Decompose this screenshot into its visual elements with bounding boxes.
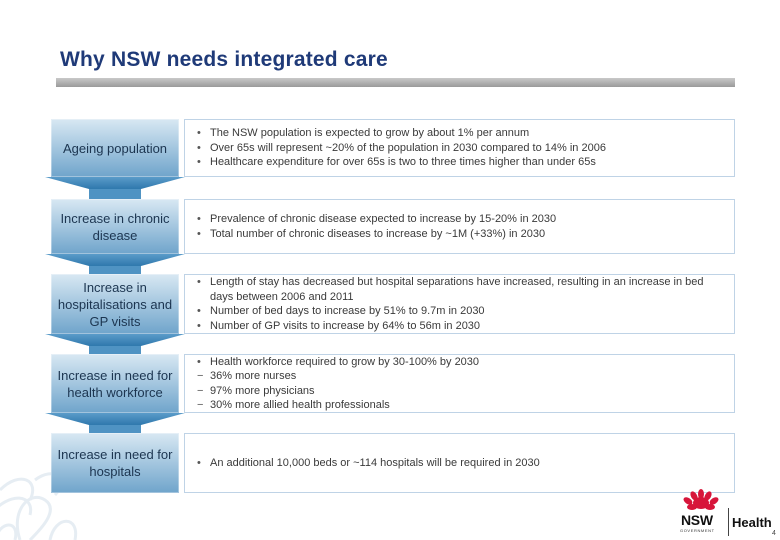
bullet-text: Prevalence of chronic disease expected t…: [210, 213, 557, 225]
label-box-hospitalisations-gp-visits: Increase in hospitalisations and GP visi…: [51, 274, 179, 334]
bullet-item: • Healthcare expenditure for over 65s is …: [197, 155, 726, 170]
bullet-marker: •: [197, 319, 201, 332]
bullet-item: • Total number of chronic diseases to inc…: [197, 227, 726, 242]
detail-box-ageing-population: • The NSW population is expected to grow …: [184, 119, 735, 177]
detail-box-hospitalisations-gp-visits: • Length of stay has decreased but hospit…: [184, 274, 735, 334]
row-label: Increase in need for hospitals: [57, 447, 173, 479]
bullet-marker: •: [197, 127, 201, 140]
bullet-text: Over 65s will represent ~20% of the popu…: [210, 141, 606, 154]
row-label: Increase in chronic disease: [60, 210, 170, 243]
bullet-marker: •: [197, 355, 201, 368]
down-arrow-icon: [45, 254, 185, 276]
nsw-health-logo: NSW GOVERNMENT Health: [672, 488, 780, 540]
detail-box-chronic-disease: • Prevalence of chronic disease expected …: [184, 199, 735, 254]
bullet-item: • Prevalence of chronic disease expected …: [197, 212, 726, 227]
bullet-marker: •: [197, 276, 201, 288]
bullet-item: • Number of bed days to increase by 51% t…: [197, 304, 726, 319]
bullet-item: • An additional 10,000 beds or ~114 hospi…: [197, 456, 726, 471]
bullet-text: Healthcare expenditure for over 65s is t…: [210, 156, 596, 169]
bullet-marker: •: [197, 213, 201, 225]
down-arrow-icon: [45, 177, 185, 199]
label-box-hospitals: Increase in need for hospitals: [51, 433, 179, 493]
bullet-marker: −: [197, 399, 204, 411]
label-box-ageing-population: Ageing population: [51, 119, 179, 177]
bullet-marker: •: [197, 156, 201, 169]
detail-box-health-workforce: • Health workforce required to grow by 30…: [184, 354, 735, 413]
bullet-item: • Health workforce required to grow by 30…: [197, 355, 726, 370]
detail-box-hospitals: • An additional 10,000 beds or ~114 hospi…: [184, 433, 735, 493]
bullet-text: Number of bed days to increase by 51% to…: [210, 305, 485, 317]
bullet-text: Length of stay has decreased but hospita…: [210, 276, 704, 303]
bullet-item: • The NSW population is expected to grow …: [197, 126, 726, 141]
bullet-marker: •: [197, 305, 201, 317]
bullet-text: The NSW population is expected to grow b…: [210, 127, 530, 140]
logo-government-text: GOVERNMENT: [680, 528, 715, 533]
bullet-marker: −: [197, 384, 204, 397]
bullet-text: 30% more allied health professionals: [210, 399, 390, 411]
bullet-marker: •: [197, 141, 201, 154]
bullet-item: −30% more allied health professionals: [197, 398, 726, 413]
slide-title: Why NSW needs integrated care: [60, 48, 388, 71]
bullet-item: • Length of stay has decreased but hospit…: [197, 275, 726, 304]
bullet-marker: •: [197, 456, 201, 469]
bullet-item: −36% more nurses: [197, 369, 726, 384]
bullet-item: • Over 65s will represent ~20% of the pop…: [197, 141, 726, 156]
waratah-logo-icon: [683, 489, 719, 510]
title-underline-bar: [56, 78, 735, 87]
logo-divider: [728, 508, 729, 536]
bullet-item: −97% more physicians: [197, 384, 726, 399]
down-arrow-icon: [45, 413, 185, 435]
label-box-health-workforce: Increase in need for health workforce: [51, 354, 179, 413]
down-arrow-icon: [45, 334, 185, 356]
bullet-text: Health workforce required to grow by 30-…: [210, 355, 480, 368]
bullet-marker: −: [197, 370, 204, 382]
bullet-text: Number of GP visits to increase by 64% t…: [210, 319, 481, 332]
label-box-chronic-disease: Increase in chronic disease: [51, 199, 179, 254]
bullet-text: Total number of chronic diseases to incr…: [210, 227, 546, 240]
row-label: Ageing population: [62, 140, 168, 156]
bullet-text: 36% more nurses: [210, 370, 297, 382]
bullet-text: 97% more physicians: [210, 384, 315, 397]
bullet-text: An additional 10,000 beds or ~114 hospit…: [210, 456, 540, 469]
row-label: Increase in need for health workforce: [57, 367, 173, 400]
row-label: Increase in hospitalisations and GP visi…: [57, 279, 173, 329]
logo-health-text: Health: [732, 515, 772, 530]
bullet-marker: •: [197, 227, 201, 240]
page-number: 4: [772, 530, 776, 537]
logo-nsw-text: NSW: [681, 512, 713, 528]
bullet-item: • Number of GP visits to increase by 64% …: [197, 319, 726, 334]
